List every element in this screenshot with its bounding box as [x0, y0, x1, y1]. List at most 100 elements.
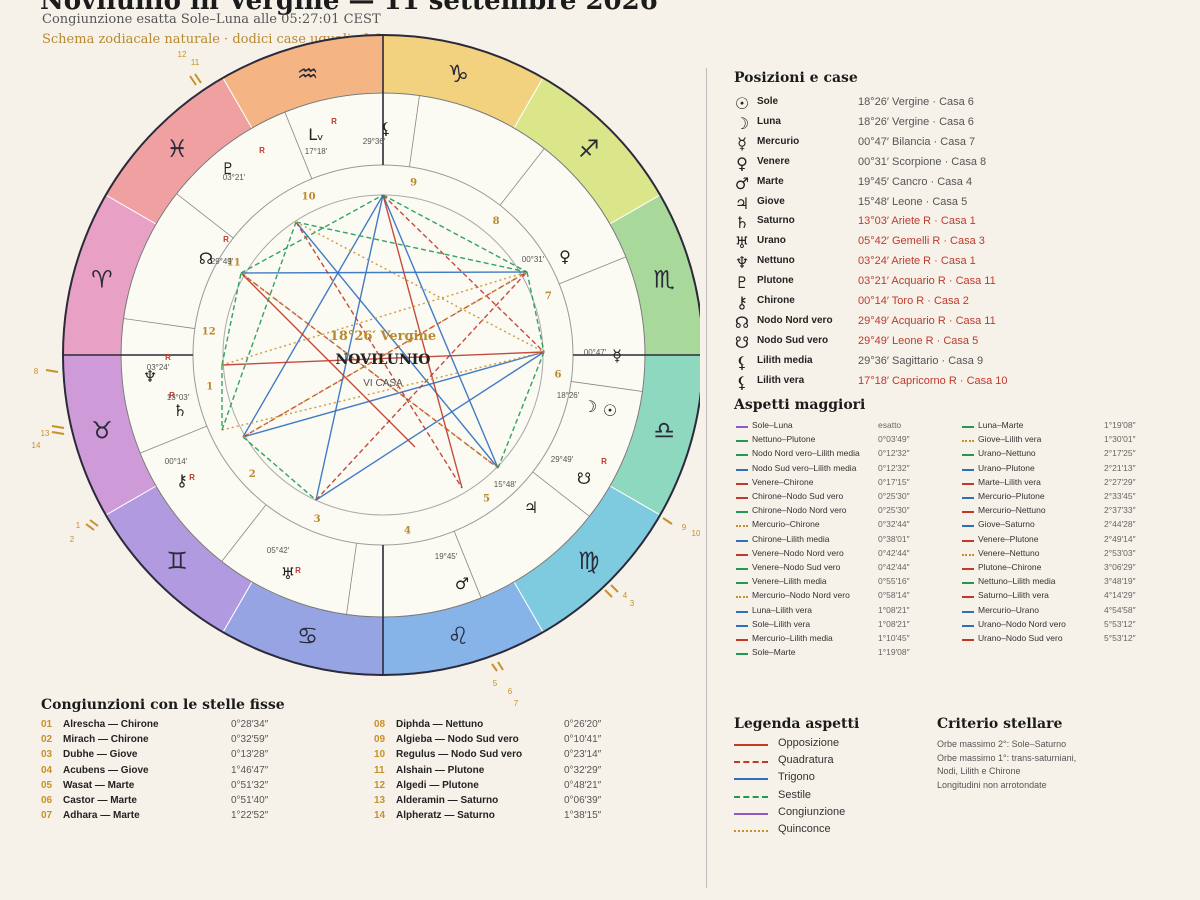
aspect-orb: 0°25′30″ — [878, 505, 910, 516]
aspect-name: Sole–Lilith vera — [752, 618, 811, 629]
aspect-orb: esatto — [878, 420, 902, 430]
mars-marker: ♂ — [455, 574, 469, 593]
capricorn-sign-glyph: ♑ — [448, 60, 470, 88]
aspect-orb: 0°12′32″ — [878, 448, 910, 459]
legend-item: Sestile — [734, 788, 914, 805]
planet-position: 00°47′ Bilancia · Casa 7 — [858, 135, 976, 148]
legend-swatch — [734, 795, 768, 798]
aspect-swatch — [962, 426, 974, 428]
star-number: 10 — [374, 749, 386, 761]
star-row: 05 Wasat — Marte 0°51′32″ — [41, 780, 341, 795]
planet-name: Venere — [757, 155, 790, 167]
position-row: ☉ Sole 18°26′ Vergine · Casa 6 — [734, 94, 1034, 114]
aspect-swatch — [962, 511, 974, 514]
star-tick — [189, 75, 197, 86]
star-tick-label: 6 — [508, 687, 513, 696]
position-row: ☽ Luna 18°26′ Vergine · Casa 6 — [734, 114, 1034, 134]
star-tick — [85, 523, 95, 531]
legend-item: Opposizione — [734, 736, 914, 753]
planet-position: 13°03′ Ariete R · Casa 1 — [858, 215, 976, 228]
aspect-swatch — [962, 582, 974, 585]
aspect-name: Venere–Plutone — [978, 533, 1039, 544]
star-row: 13 Alderamin — Saturno 0°06′39″ — [374, 795, 674, 810]
aspect-name: Plutone–Chirone — [978, 562, 1042, 572]
legend-swatch — [734, 778, 768, 781]
position-row: ⚷ Chirone 00°14′ Toro R · Casa 2 — [734, 293, 1034, 313]
aspect-orb: 0°32′44″ — [878, 519, 910, 530]
aspect-row: Mercurio–Plutone 2°33′45″ — [962, 491, 1162, 505]
aspect-name: Mercurio–Urano — [978, 604, 1039, 615]
aspect-row: Urano–Nodo Nord vero 5°53′12″ — [962, 619, 1162, 633]
legend-label: Sestile — [778, 788, 812, 801]
aspect-swatch — [962, 468, 974, 471]
position-row: ♆ Nettuno 03°24′ Ariete R · Casa 1 — [734, 253, 1034, 273]
aspect-row: Mercurio–Nettuno 2°37′33″ — [962, 505, 1162, 519]
aspect-row: Nettuno–Lilith media 3°48′19″ — [962, 576, 1162, 590]
saturn-marker-degree: 13°03′ — [167, 393, 190, 402]
planet-position: 05°42′ Gemelli R · Casa 3 — [858, 235, 985, 248]
star-name: Algieba — Nodo Sud vero — [396, 734, 519, 746]
legend-label: Congiunzione — [778, 805, 846, 818]
star-tick — [610, 584, 619, 593]
planet-name: Mercurio — [757, 135, 800, 147]
aspect-swatch — [962, 497, 974, 499]
page-title: Novilunio in Vergine — 11 settembre 2026 — [40, 0, 658, 16]
star-number: 13 — [374, 795, 386, 806]
gemini-sign-glyph: ♊ — [166, 547, 188, 575]
center-title: NOVILUNIO — [336, 352, 431, 368]
aspect-row: Giove–Lilith vera 1°30′01″ — [962, 434, 1162, 448]
aspect-line — [240, 272, 499, 469]
cancer-sign-glyph: ♋ — [297, 622, 319, 650]
column-divider — [706, 68, 707, 888]
planet-name: Saturno — [757, 215, 795, 227]
pisces-sign-glyph: ♓ — [166, 135, 188, 163]
position-row: ♃ Giove 15°48′ Leone · Casa 5 — [734, 194, 1034, 214]
moon-marker-degree: 18°26′ — [557, 391, 580, 400]
aspect-orb: 1°19′08″ — [1104, 420, 1136, 430]
planet-position: 00°31′ Scorpione · Casa 8 — [858, 155, 987, 168]
aspect-name: Sole–Luna — [752, 420, 793, 430]
legend-item: Quadratura — [734, 753, 914, 770]
star-number: 14 — [374, 810, 386, 822]
star-number: 07 — [41, 810, 53, 822]
legend-item: Trigono — [734, 770, 914, 787]
star-row: 10 Regulus — Nodo Sud vero 0°23′14″ — [374, 749, 674, 764]
star-tick — [497, 661, 504, 671]
aspect-line — [221, 271, 528, 366]
star-name: Castor — Marte — [63, 795, 137, 806]
aspect-row: Nodo Nord vero–Lilith media 0°12′32″ — [736, 448, 936, 462]
aspect-line — [295, 221, 463, 489]
aspect-name: Luna–Lilith vera — [752, 604, 813, 615]
aspect-swatch — [962, 596, 974, 599]
criteria-title: Criterio stellare — [937, 716, 1063, 732]
aspect-orb: 0°42′44″ — [878, 562, 910, 572]
aspect-orb: 0°17′15″ — [878, 476, 910, 487]
aspect-name: Mercurio–Chirone — [752, 519, 820, 530]
aspect-line — [382, 194, 463, 489]
aspect-swatch — [736, 468, 748, 471]
aspect-name: Venere–Nodo Sud vero — [752, 562, 841, 572]
legend-item: Quinconce — [734, 822, 914, 839]
legend-label: Quadratura — [778, 754, 834, 767]
aspect-orb: 2°33′45″ — [1104, 491, 1136, 501]
house-cusp-line — [453, 531, 482, 599]
aspect-orb: 2°17′25″ — [1104, 448, 1136, 459]
star-tick-label: 5 — [493, 679, 498, 688]
aspect-row: Venere–Plutone 2°49′14″ — [962, 534, 1162, 548]
lilith-mean-marker: ⚸ — [380, 119, 392, 138]
star-row: 08 Diphda — Nettuno 0°26′20″ — [374, 719, 674, 734]
star-number: 01 — [41, 719, 53, 730]
aspect-name: Mercurio–Nettuno — [978, 505, 1046, 516]
mercury-marker-degree: 00°47′ — [584, 348, 607, 357]
planet-name: Lilith media — [757, 354, 813, 366]
aspect-row: Mercurio–Lilith media 1°10′45″ — [736, 633, 936, 647]
jupiter-marker-degree: 15°48′ — [494, 480, 517, 489]
chiron-marker-degree: 00°14′ — [165, 457, 188, 466]
aspect-line — [242, 271, 528, 438]
planet-name: Nettuno — [757, 255, 795, 267]
aspect-name: Nodo Sud vero–Lilith media — [752, 462, 857, 473]
aspect-name: Sole–Marte — [752, 647, 796, 658]
house-cusp-line — [346, 543, 357, 615]
aspect-orb: 2°21′13″ — [1104, 462, 1136, 473]
north-node-marker: ☊ — [199, 249, 213, 268]
